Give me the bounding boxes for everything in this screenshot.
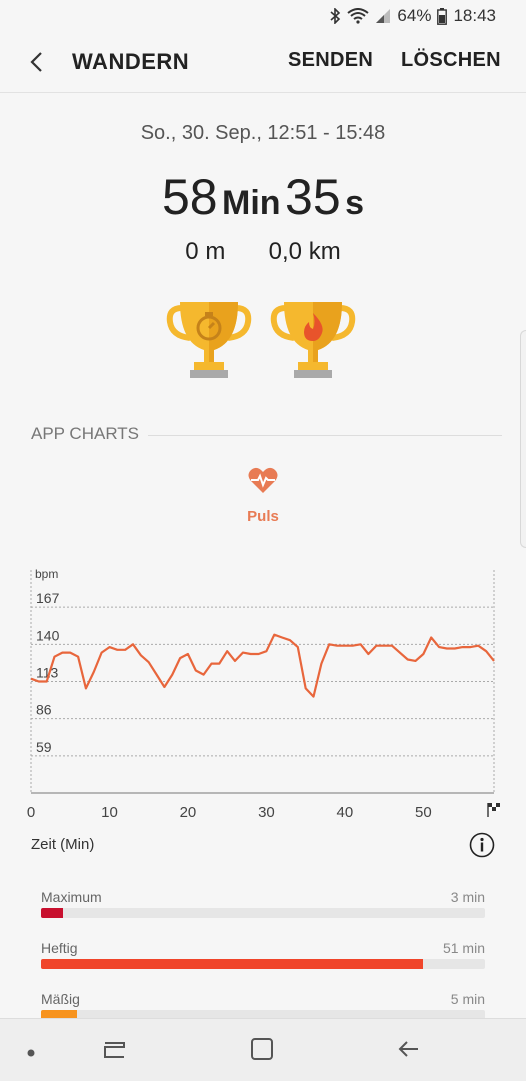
navigation-bar xyxy=(0,1018,526,1081)
zone-bar-fill xyxy=(41,959,423,969)
zone-bar-track xyxy=(41,908,485,918)
elevation-value: 0 m xyxy=(185,238,226,265)
zone-name: Heftig xyxy=(41,940,78,956)
y-tick-label: 113 xyxy=(36,665,59,681)
finish-flag-icon xyxy=(487,803,500,817)
x-tick-label: 40 xyxy=(337,804,354,821)
duration-minutes-unit: Min xyxy=(222,184,281,222)
y-tick-label: 86 xyxy=(36,702,52,718)
x-tick-label: 0 xyxy=(27,804,35,821)
stopwatch-trophy-icon[interactable] xyxy=(166,298,252,385)
x-tick-label: 30 xyxy=(258,804,275,821)
app-bar: WANDERN SENDEN LÖSCHEN xyxy=(0,34,526,93)
home-icon[interactable] xyxy=(250,1037,274,1066)
distance-row: 0 m 0,0 km xyxy=(0,238,526,266)
recent-apps-icon[interactable] xyxy=(102,1037,128,1066)
zone-bar-track xyxy=(41,959,485,969)
y-tick-label: 59 xyxy=(36,739,52,755)
metric-label[interactable]: Puls xyxy=(247,508,279,525)
date-range: So., 30. Sep., 12:51 - 15:48 xyxy=(140,122,386,144)
status-bar: 64% 18:43 xyxy=(0,0,526,34)
duration-seconds: 35 xyxy=(285,169,341,225)
duration: 58 Min 35 s xyxy=(0,168,526,226)
delete-button[interactable]: LÖSCHEN xyxy=(401,49,501,71)
status-icons: 64% 18:43 xyxy=(329,6,496,26)
duration-seconds-unit: s xyxy=(345,184,365,222)
zone-bar-fill xyxy=(41,908,64,918)
x-tick-label: 50 xyxy=(415,804,432,821)
page-title: WANDERN xyxy=(72,49,190,74)
zone-value: 51 min xyxy=(442,940,485,956)
duration-minutes: 58 xyxy=(161,169,218,225)
flame-trophy-icon[interactable] xyxy=(270,298,356,385)
back-arrow-icon xyxy=(30,52,42,72)
zone-name: Maximum xyxy=(41,889,102,905)
heart-rate-icon[interactable] xyxy=(248,466,278,499)
battery-percent: 64% xyxy=(397,6,432,25)
y-tick-label: 167 xyxy=(36,590,60,606)
battery-icon xyxy=(437,7,448,25)
zone-bar-track xyxy=(41,1010,485,1020)
zone-value: 5 min xyxy=(450,991,485,1007)
back-button[interactable] xyxy=(20,46,52,78)
zone-value: 3 min xyxy=(450,889,485,905)
x-tick-label: 10 xyxy=(101,804,118,821)
send-button[interactable]: SENDEN xyxy=(288,49,374,71)
dot-icon xyxy=(26,1045,36,1063)
info-icon[interactable] xyxy=(469,832,495,863)
zone-bar-fill xyxy=(41,1010,77,1020)
bluetooth-icon xyxy=(329,8,341,24)
y-axis-label: bpm xyxy=(35,567,58,581)
zone-name: Mäßig xyxy=(41,991,80,1007)
section-title: APP CHARTS xyxy=(31,424,140,443)
back-nav-icon[interactable] xyxy=(396,1037,422,1066)
y-tick-label: 140 xyxy=(36,627,60,643)
signal-icon xyxy=(375,8,391,24)
x-tick-label: 20 xyxy=(180,804,197,821)
heart-rate-line xyxy=(30,633,495,698)
section-divider xyxy=(148,435,502,436)
distance-value: 0,0 km xyxy=(268,238,341,265)
wifi-icon xyxy=(347,8,370,24)
edge-panel-handle[interactable] xyxy=(520,330,526,548)
heart-rate-chart[interactable]: bpm 167 140 113 86 59 0 10 20 30 40 50 xyxy=(0,560,526,830)
clock: 18:43 xyxy=(453,6,496,25)
x-axis-title: Zeit (Min) xyxy=(31,836,95,853)
